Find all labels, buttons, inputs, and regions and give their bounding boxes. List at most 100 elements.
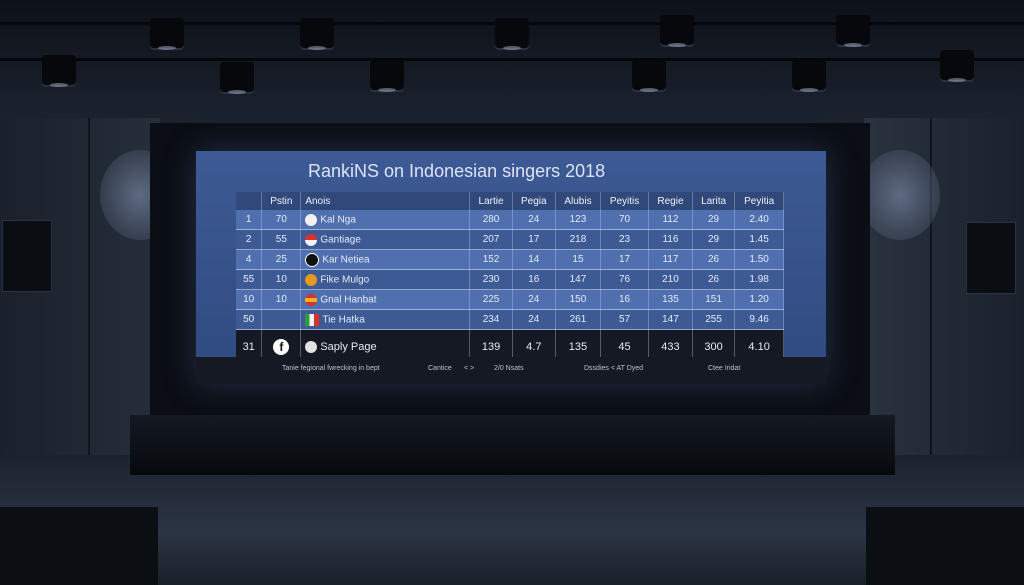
table-cell: 24 xyxy=(512,289,556,310)
table-row: 50 Tie Hatka 234 24 261 57 147 255 9.46 xyxy=(236,309,784,330)
spotlight-icon xyxy=(42,55,76,87)
table-cell: 24 xyxy=(512,210,556,230)
speaker-icon xyxy=(966,222,1016,294)
table-cell: 147 xyxy=(648,309,693,330)
name-cell: Fike Mulgo xyxy=(300,269,471,290)
singer-badge-icon xyxy=(305,213,318,226)
table-cell: 151 xyxy=(692,289,736,310)
table-row: 2 55 Gantiage 207 17 218 23 116 29 1.45 xyxy=(236,229,784,250)
table-cell: 15 xyxy=(555,249,602,270)
wall-seam xyxy=(88,118,90,458)
footer-text: Ctee Iridat xyxy=(708,365,741,372)
rank-cell: 55 xyxy=(236,269,263,290)
table-cell: 255 xyxy=(692,309,736,330)
singer-name: Kar Netiea xyxy=(322,254,370,266)
screen-footer: Tanie fegional fwrecking in bept Cantice… xyxy=(196,357,826,384)
singer-badge-icon xyxy=(305,252,320,267)
table-cell: 1.50 xyxy=(734,249,784,270)
column-header: Anois xyxy=(300,192,471,210)
position-cell: 25 xyxy=(261,249,302,270)
singer-badge-icon xyxy=(305,293,318,306)
table-cell: 17 xyxy=(512,229,556,250)
table-cell: 26 xyxy=(692,269,736,290)
table-cell: 14 xyxy=(512,249,556,270)
spotlight-icon xyxy=(660,15,694,47)
spotlight-icon xyxy=(300,18,334,50)
table-cell: 123 xyxy=(555,210,602,230)
spotlight-icon xyxy=(836,15,870,47)
singer-badge-icon xyxy=(305,313,320,326)
table-cell: 1.98 xyxy=(734,269,784,290)
table-cell: 1.20 xyxy=(734,289,784,310)
table-cell: 218 xyxy=(555,229,602,250)
column-header: Lartie xyxy=(469,192,513,210)
singer-name: Gantiage xyxy=(320,234,361,246)
column-header: Alubis xyxy=(555,192,602,210)
table-cell: 117 xyxy=(648,249,693,270)
column-header: Pstin xyxy=(261,192,302,210)
table-cell: 1.45 xyxy=(734,229,784,250)
table-cell: 234 xyxy=(469,309,513,330)
singer-badge-icon xyxy=(305,233,318,246)
position-cell xyxy=(261,309,302,330)
table-cell: 230 xyxy=(469,269,513,290)
table-cell: 280 xyxy=(469,210,513,230)
foreground-box xyxy=(866,505,1024,585)
spotlight-icon xyxy=(940,50,974,82)
footer-text: Tanie fegional fwrecking in bept xyxy=(282,365,380,372)
table-row: 55 10 Fike Mulgo 230 16 147 76 210 26 1.98 xyxy=(236,269,784,290)
singer-name: Fike Mulgo xyxy=(320,274,370,286)
column-header: Pegia xyxy=(512,192,556,210)
spotlight-icon xyxy=(495,18,529,50)
table-row: 4 25 Kar Netiea 152 14 15 17 117 26 1.50 xyxy=(236,249,784,270)
table-cell: 29 xyxy=(692,210,736,230)
name-cell: Gantiage xyxy=(300,229,471,250)
footer-text: 2/0 Nsats xyxy=(494,365,524,372)
footer-text: Cantice xyxy=(428,365,452,372)
spotlight-icon xyxy=(370,60,404,92)
position-cell: 10 xyxy=(261,269,302,290)
name-cell: Kal Nga xyxy=(300,210,471,230)
table-cell: 261 xyxy=(555,309,602,330)
rank-cell: 4 xyxy=(236,249,263,270)
table-cell: 116 xyxy=(648,229,693,250)
table-cell: 9.46 xyxy=(734,309,784,330)
stage-platform xyxy=(130,415,895,475)
table-header-row: Pstin Anois Lartie Pegia Alubis Peyitis … xyxy=(236,192,784,210)
singer-name: Kal Nga xyxy=(320,214,356,226)
name-cell: Gnal Hanbat xyxy=(300,289,471,310)
ranking-table: Pstin Anois Lartie Pegia Alubis Peyitis … xyxy=(236,192,784,364)
position-cell: 10 xyxy=(261,289,302,310)
position-cell: 55 xyxy=(261,229,302,250)
projection-screen: RankiNS on Indonesian singers 2018 Pstin… xyxy=(196,151,826,384)
table-cell: 24 xyxy=(512,309,556,330)
spotlight-icon xyxy=(220,62,254,94)
table-cell: 152 xyxy=(469,249,513,270)
table-cell: 26 xyxy=(692,249,736,270)
lighting-truss xyxy=(0,58,1024,61)
wall-light-glow xyxy=(860,150,940,240)
table-cell: 225 xyxy=(469,289,513,310)
position-cell: 70 xyxy=(261,210,302,230)
table-row: 1 70 Kal Nga 280 24 123 70 112 29 2.40 xyxy=(236,210,784,230)
column-header: Larita xyxy=(692,192,736,210)
name-cell: Kar Netiea xyxy=(300,249,471,270)
rank-cell: 1 xyxy=(236,210,263,230)
table-cell: 112 xyxy=(648,210,693,230)
spotlight-icon xyxy=(792,60,826,92)
column-header: Regie xyxy=(648,192,693,210)
singer-name: Gnal Hanbat xyxy=(320,294,377,306)
floor xyxy=(0,455,1024,585)
column-header: Peyitia xyxy=(734,192,784,210)
facebook-icon: f xyxy=(273,339,290,355)
table-cell: 70 xyxy=(600,210,650,230)
rank-cell: 10 xyxy=(236,289,263,310)
page-badge-icon xyxy=(305,341,318,354)
singer-name: Tie Hatka xyxy=(322,314,365,326)
table-cell: 16 xyxy=(600,289,650,310)
table-cell: 2.40 xyxy=(734,210,784,230)
table-cell: 76 xyxy=(600,269,650,290)
wall-seam xyxy=(930,118,932,458)
table-cell: 17 xyxy=(600,249,650,270)
